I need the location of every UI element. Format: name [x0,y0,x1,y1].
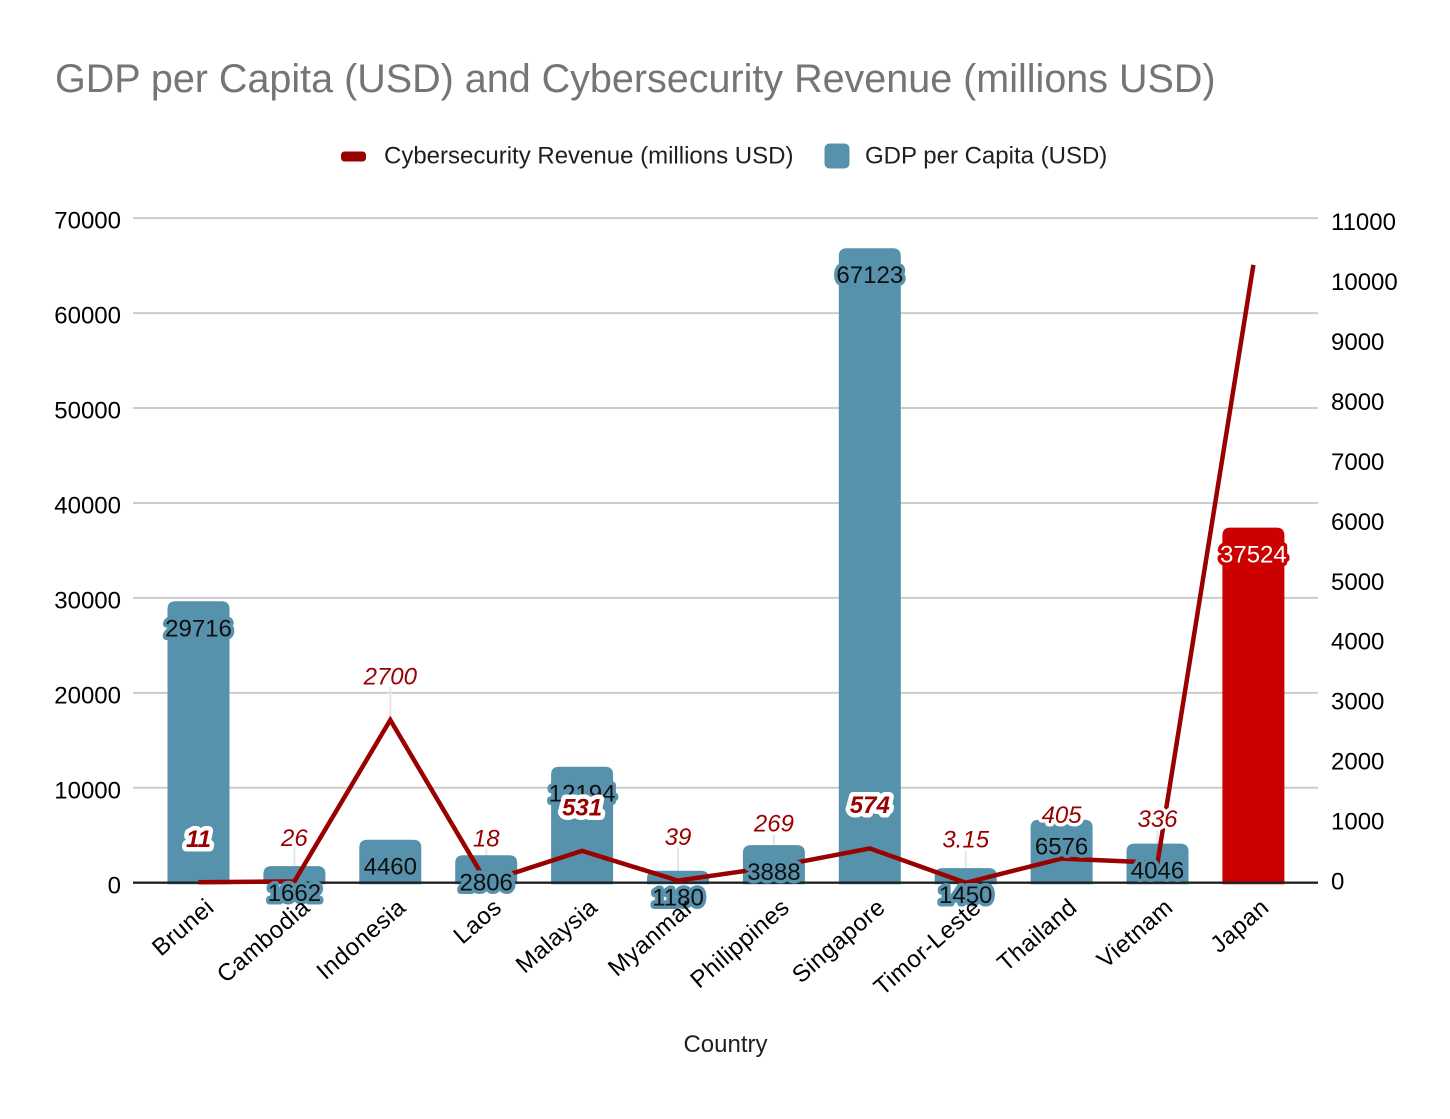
svg-text:Country: Country [683,1031,767,1058]
svg-text:10000: 10000 [1331,269,1398,296]
svg-text:10000: 10000 [54,777,121,804]
svg-text:531: 531 [562,794,602,821]
svg-text:4460: 4460 [364,854,417,881]
svg-text:60000: 60000 [54,303,121,330]
svg-text:67123: 67123 [836,262,903,289]
svg-text:29716: 29716 [165,615,232,642]
svg-text:12194: 12194 [549,781,616,808]
svg-text:405: 405 [1042,802,1083,829]
svg-text:5000: 5000 [1331,569,1384,596]
svg-text:GDP per Capita (USD) and Cyber: GDP per Capita (USD) and Cybersecurity R… [55,57,1216,101]
svg-text:1180: 1180 [652,885,704,912]
svg-text:4000: 4000 [1331,629,1384,656]
svg-text:11: 11 [186,826,211,853]
svg-text:2000: 2000 [1331,749,1384,776]
svg-text:1000: 1000 [1331,809,1384,836]
svg-text:20000: 20000 [54,682,121,709]
svg-text:8000: 8000 [1331,389,1384,416]
svg-text:0: 0 [108,872,121,899]
svg-text:30000: 30000 [54,587,121,614]
svg-text:3000: 3000 [1331,689,1384,716]
svg-text:40000: 40000 [54,493,121,520]
svg-text:269: 269 [753,810,794,837]
svg-text:4046: 4046 [1131,858,1184,885]
svg-text:70000: 70000 [54,208,121,235]
svg-text:37524: 37524 [1220,542,1287,569]
svg-text:1450: 1450 [939,882,992,909]
svg-text:50000: 50000 [54,398,121,425]
svg-text:39: 39 [665,824,692,851]
svg-text:6576: 6576 [1035,834,1088,861]
svg-text:1662: 1662 [268,880,321,907]
svg-text:GDP per Capita (USD): GDP per Capita (USD) [865,143,1107,170]
svg-text:2806: 2806 [460,869,513,896]
svg-text:574: 574 [850,792,890,819]
svg-text:336: 336 [1137,806,1178,833]
svg-text:Cybersecurity Revenue (million: Cybersecurity Revenue (millions USD) [384,143,793,170]
svg-text:7000: 7000 [1331,449,1384,476]
svg-text:3.15: 3.15 [942,826,989,853]
svg-text:2700: 2700 [363,664,418,691]
svg-text:6000: 6000 [1331,509,1384,536]
svg-text:3888: 3888 [747,859,800,886]
svg-text:9000: 9000 [1331,329,1384,356]
svg-text:11000: 11000 [1331,209,1396,236]
svg-text:18: 18 [473,825,500,852]
svg-text:0: 0 [1331,869,1344,896]
svg-text:26: 26 [280,825,308,852]
